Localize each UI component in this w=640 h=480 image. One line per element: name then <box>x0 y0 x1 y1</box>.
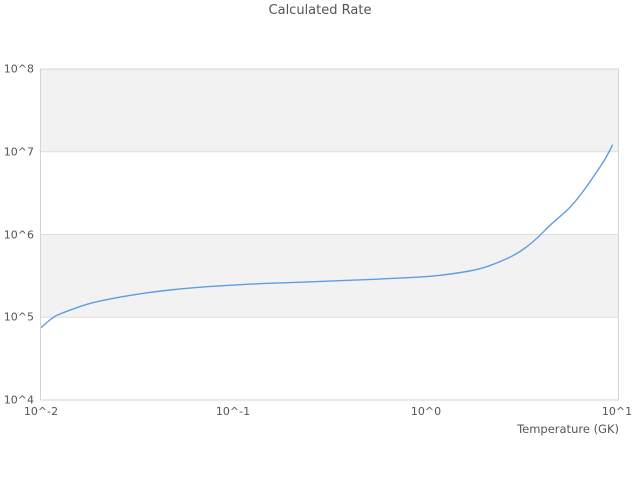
y-tick-label-1e8: 10^8 <box>3 62 34 76</box>
plot-border <box>40 68 619 401</box>
y-tick-label-1e5: 10^5 <box>3 310 34 324</box>
decade-band <box>40 69 619 152</box>
y-tick-label-1e4: 10^4 <box>3 393 34 407</box>
x-tick-label-1e-1: 10^-1 <box>215 405 251 418</box>
x-tick-label-1e0: 10^0 <box>410 405 442 418</box>
y-tick-label-1e7: 10^7 <box>3 145 34 159</box>
rate-curve <box>39 144 614 329</box>
chart-title: Calculated Rate <box>268 3 372 18</box>
x-axis-title: Temperature (GK) <box>517 422 619 436</box>
y-tick-label-1e6: 10^6 <box>3 228 34 242</box>
x-tick-label-1e-2: 10^-2 <box>23 405 59 418</box>
x-tick-label-1e1: 10^1 <box>601 405 633 418</box>
decade-band <box>40 234 619 318</box>
